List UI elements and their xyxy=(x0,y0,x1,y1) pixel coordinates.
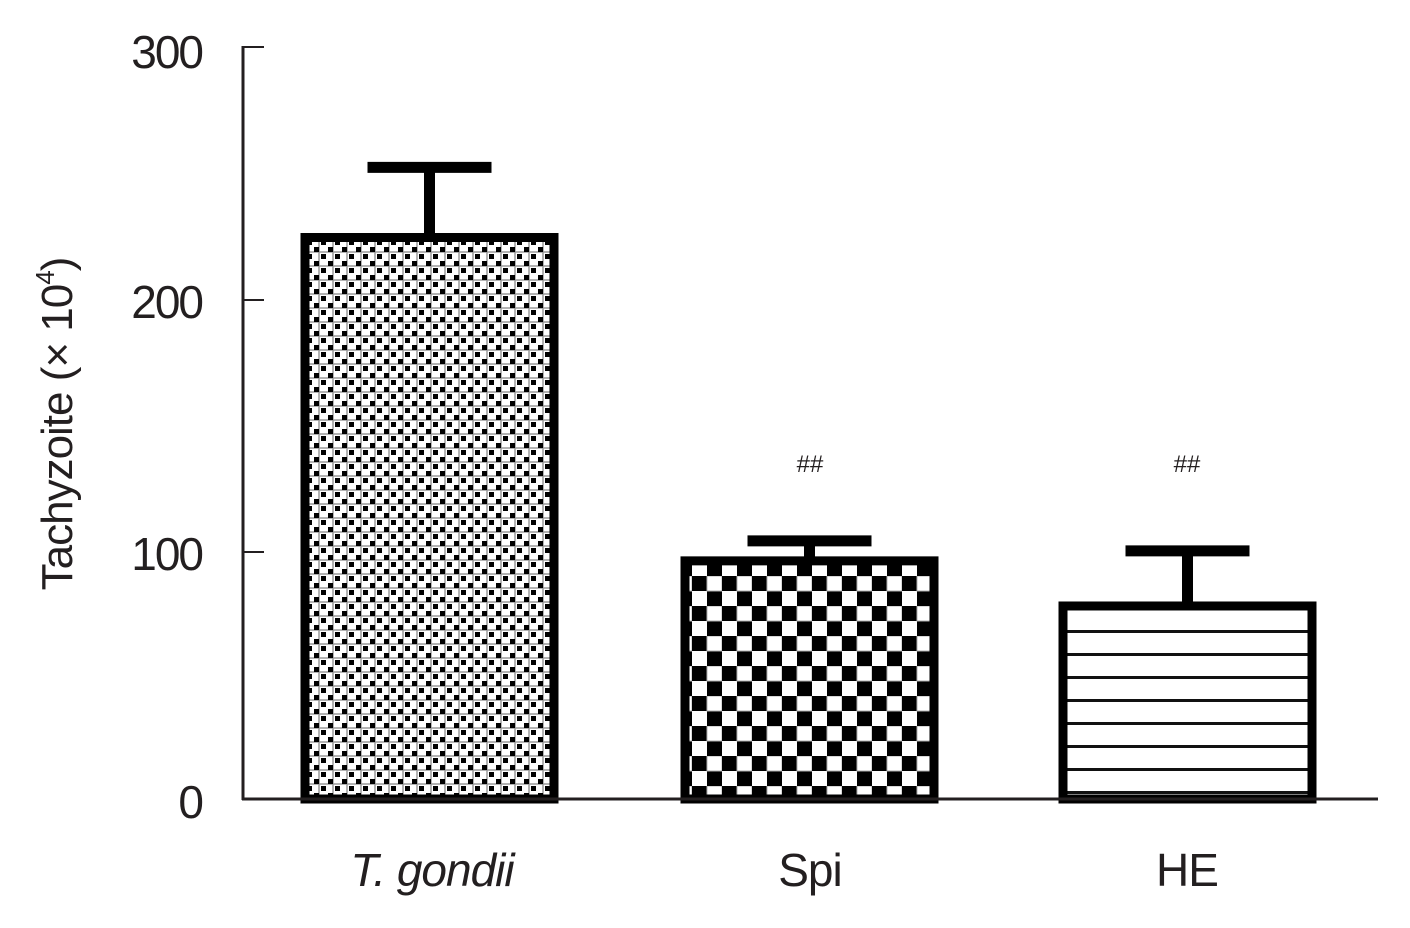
annotation-he: ## xyxy=(1174,451,1201,478)
y-axis-title-base: 10 xyxy=(33,285,82,343)
annotation-spi: ## xyxy=(797,451,824,478)
y-tick-label-200: 200 xyxy=(131,276,202,328)
svg-text:Tachyzoite (× 104): Tachyzoite (× 104) xyxy=(30,258,82,591)
bar-rect xyxy=(300,233,559,804)
x-axis: T. gondii Spi HE xyxy=(242,797,1378,896)
y-axis-title-exponent: 4 xyxy=(30,271,60,285)
y-tick-label-300: 300 xyxy=(131,26,202,78)
bar-rect xyxy=(1058,601,1317,804)
x-label-he: HE xyxy=(1156,844,1218,896)
bars-group xyxy=(300,161,1317,804)
bar-t-gondii xyxy=(300,161,559,804)
bar-rect xyxy=(680,556,939,804)
significance-annotations: ## ## xyxy=(797,451,1201,478)
y-axis: 300 200 100 0 xyxy=(131,26,264,828)
bar-he xyxy=(1058,545,1317,804)
y-tick-label-0: 0 xyxy=(178,776,202,828)
bar-spi xyxy=(680,535,939,804)
y-axis-title-main: Tachyzoite ( xyxy=(33,366,82,590)
x-label-spi: Spi xyxy=(778,844,841,896)
x-label-t-gondii: T. gondii xyxy=(350,844,516,896)
y-tick-label-100: 100 xyxy=(131,528,202,580)
y-axis-title-times: × xyxy=(33,343,82,368)
y-axis-title: Tachyzoite (× 104) xyxy=(30,258,82,591)
y-axis-title-close: ) xyxy=(33,258,82,272)
